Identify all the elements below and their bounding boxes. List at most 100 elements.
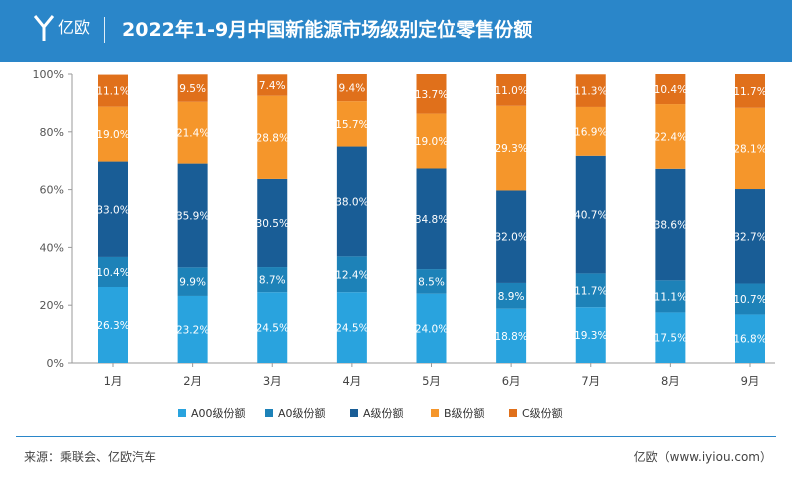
legend-label: C级份额 — [522, 407, 563, 420]
bar-segment — [496, 282, 527, 309]
y-tick-label: 60% — [40, 184, 64, 197]
x-tick-label: 1月 — [104, 374, 123, 388]
bar-segment — [416, 269, 447, 294]
x-tick-label: 6月 — [502, 374, 521, 388]
data-label: 11.3% — [574, 86, 607, 98]
bar-segment — [735, 189, 765, 284]
bar-segment — [575, 273, 606, 308]
bar-segment — [575, 74, 606, 107]
data-label: 19.3% — [574, 330, 607, 342]
data-label: 32.7% — [733, 231, 766, 243]
legend-swatch — [178, 409, 186, 417]
x-tick-label: 4月 — [342, 374, 361, 388]
data-label: 11.7% — [733, 86, 766, 98]
legend-label: A级份额 — [363, 407, 404, 420]
logo-text: 亿欧 — [58, 18, 91, 37]
data-label: 24.0% — [415, 323, 448, 335]
data-label: 8.5% — [418, 276, 445, 288]
legend-swatch — [509, 409, 517, 417]
bar-segment — [98, 286, 128, 363]
data-label: 10.7% — [733, 294, 766, 306]
chart-legend: A00级份额 A0级份额 A级份额 B级份额 C级份额 — [0, 404, 792, 422]
data-label: 24.5% — [256, 323, 289, 335]
data-label: 33.0% — [96, 204, 129, 216]
data-label: 32.0% — [494, 232, 527, 244]
x-tick-label: 7月 — [581, 374, 600, 388]
bar-segment — [336, 292, 367, 363]
data-label: 11.1% — [96, 86, 129, 98]
bar-segment — [416, 113, 447, 169]
x-tick-label: 3月 — [263, 374, 282, 388]
legend-label: A0级份额 — [278, 407, 326, 420]
data-label: 30.5% — [256, 218, 289, 230]
data-label: 16.8% — [733, 334, 766, 346]
bar-segment — [336, 256, 367, 293]
data-label: 16.9% — [574, 126, 607, 138]
data-label: 8.7% — [259, 275, 286, 287]
header-divider — [104, 17, 105, 43]
legend-label: A00级份额 — [191, 407, 246, 420]
bar-segment — [655, 312, 686, 363]
bar-segment — [735, 283, 765, 315]
bar-segment — [496, 190, 527, 283]
bar-segment — [177, 101, 208, 164]
x-tick-label: 9月 — [741, 374, 760, 388]
x-tick-label: 5月 — [422, 374, 441, 388]
data-label: 24.5% — [335, 323, 368, 335]
data-label: 12.4% — [335, 269, 368, 281]
data-label: 13.7% — [415, 89, 448, 101]
bar-segment — [98, 161, 128, 257]
legend-swatch — [350, 409, 358, 417]
data-label: 17.5% — [654, 333, 687, 345]
bar-segment — [177, 267, 208, 296]
page-title: 2022年1-9月中国新能源市场级别定位零售份额 — [122, 19, 533, 41]
legend-item: B级份额 — [431, 404, 485, 422]
data-label: 7.4% — [259, 80, 286, 92]
bar-segment — [655, 74, 686, 105]
bar-segment — [177, 163, 208, 268]
yiou-logo-icon — [34, 15, 54, 41]
data-label: 29.3% — [494, 143, 527, 155]
bar-segment — [177, 74, 208, 102]
data-label: 11.0% — [494, 85, 527, 97]
bar-segment — [257, 95, 288, 179]
data-label: 8.9% — [498, 291, 525, 303]
data-label: 10.4% — [654, 84, 687, 96]
data-label: 22.4% — [654, 131, 687, 143]
bar-segment — [336, 101, 367, 147]
data-label: 26.3% — [96, 320, 129, 332]
data-label: 28.1% — [733, 143, 766, 155]
data-label: 9.4% — [339, 83, 366, 95]
bar-segment — [257, 292, 288, 363]
bar-segment — [735, 107, 765, 190]
data-label: 40.7% — [574, 210, 607, 222]
data-label: 9.5% — [179, 83, 206, 95]
data-label: 34.8% — [415, 214, 448, 226]
data-label: 19.0% — [415, 136, 448, 148]
data-label: 38.0% — [335, 196, 368, 208]
data-label: 11.7% — [574, 285, 607, 297]
data-label: 19.0% — [96, 129, 129, 141]
bar-segment — [655, 104, 686, 169]
bar-segment — [575, 106, 606, 156]
y-tick-label: 80% — [40, 126, 64, 139]
data-label: 15.7% — [335, 119, 368, 131]
bar-segment — [98, 256, 128, 287]
bar-segment — [416, 74, 447, 114]
bar-segment — [257, 74, 288, 96]
bar-segment — [336, 146, 367, 257]
y-tick-label: 0% — [47, 357, 64, 370]
y-tick-label: 20% — [40, 299, 64, 312]
data-label: 38.6% — [654, 220, 687, 232]
bar-segment — [257, 178, 288, 268]
x-tick-label: 8月 — [661, 374, 680, 388]
legend-swatch — [265, 409, 273, 417]
data-label: 18.8% — [494, 331, 527, 343]
bar-segment — [655, 280, 686, 313]
data-label: 11.1% — [654, 291, 687, 303]
bar-segment — [655, 168, 686, 281]
legend-item: A00级份额 — [178, 404, 246, 422]
data-label: 9.9% — [179, 277, 206, 289]
bar-segment — [98, 74, 128, 107]
site-credit: 亿欧（www.iyiou.com） — [633, 450, 772, 464]
